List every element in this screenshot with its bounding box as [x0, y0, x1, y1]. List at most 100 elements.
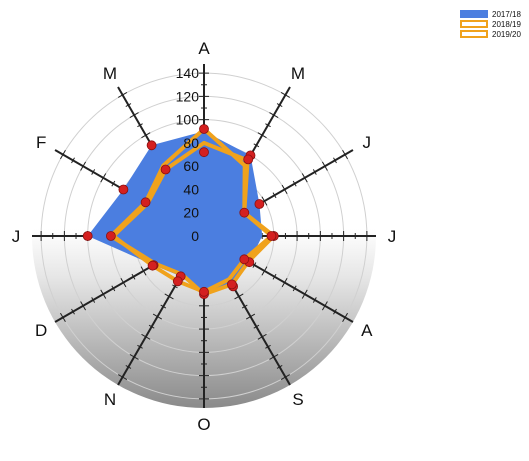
spoke-tick — [71, 157, 75, 164]
spoke-tick — [261, 266, 268, 276]
spoke-tick — [269, 353, 279, 360]
axis-label: A — [198, 39, 210, 58]
data-marker — [199, 147, 209, 158]
spoke-tick — [269, 112, 279, 119]
spoke-tick — [117, 374, 128, 380]
data-marker — [199, 286, 209, 297]
axis-label: N — [104, 390, 116, 409]
spoke-tick — [125, 365, 132, 369]
tick-label: 20 — [183, 205, 199, 221]
spoke-tick — [321, 161, 328, 171]
legend-swatch — [460, 10, 488, 18]
tick-label: 120 — [176, 88, 200, 104]
spoke-tick — [172, 284, 178, 289]
spoke-tick — [321, 301, 328, 311]
axis-label: F — [36, 133, 46, 152]
spoke-tick — [280, 92, 291, 98]
spoke-tick — [265, 123, 271, 128]
data-marker — [118, 184, 129, 195]
legend-label: 2019/20 — [492, 30, 521, 39]
spoke-tick — [292, 180, 297, 187]
spoke-tick — [148, 324, 155, 329]
spoke-tick — [257, 333, 267, 340]
spoke-tick — [80, 301, 87, 311]
spoke-tick — [272, 273, 277, 280]
legend-swatch — [460, 30, 488, 38]
axis-label: J — [388, 227, 397, 246]
spoke-tick — [129, 112, 139, 119]
spoke-tick — [120, 277, 127, 288]
spoke-tick — [160, 304, 167, 309]
spoke-tick — [333, 308, 337, 315]
data-marker — [82, 231, 93, 241]
spoke-tick — [312, 297, 317, 303]
data-marker — [254, 199, 265, 209]
data-marker — [199, 124, 209, 134]
spoke-tick — [281, 277, 288, 288]
spoke-tick — [253, 143, 260, 148]
spoke-tick — [125, 103, 132, 107]
tick-label: 60 — [183, 158, 199, 174]
data-marker — [106, 231, 116, 241]
spoke-tick — [152, 313, 163, 320]
axis-label: J — [363, 133, 372, 152]
spoke-tick — [276, 103, 283, 107]
series-area — [87, 131, 263, 295]
spoke-tick — [312, 169, 317, 175]
axis-label: A — [361, 321, 373, 340]
tick-label: 80 — [183, 135, 199, 151]
spoke-tick — [281, 184, 288, 195]
axis-label: J — [12, 227, 21, 246]
spoke-tick — [253, 324, 260, 329]
axis-label: S — [292, 390, 303, 409]
data-marker — [160, 164, 171, 175]
spoke-tick — [131, 273, 136, 280]
spoke-tick — [60, 312, 66, 323]
spoke-tick — [137, 123, 143, 128]
spoke-tick — [245, 313, 256, 320]
spoke-tick — [129, 353, 139, 360]
tick-label: 140 — [176, 65, 200, 81]
data-marker — [239, 254, 250, 265]
legend-label: 2017/18 — [492, 10, 521, 19]
spoke-tick — [280, 374, 291, 380]
spoke-tick — [60, 149, 66, 160]
spoke-tick — [140, 266, 147, 276]
spoke-tick — [91, 297, 96, 303]
data-marker — [266, 231, 277, 241]
spoke-tick — [80, 161, 87, 171]
axis-label: M — [291, 64, 305, 83]
spoke-tick — [292, 285, 297, 292]
spoke-tick — [111, 180, 116, 187]
data-marker — [146, 140, 157, 151]
data-marker — [172, 276, 183, 287]
spoke-tick — [276, 365, 283, 369]
spoke-tick — [272, 192, 277, 199]
spoke-tick — [111, 285, 116, 292]
data-marker — [226, 279, 237, 290]
spoke-tick — [342, 149, 348, 160]
axis-label: O — [197, 415, 210, 434]
month-labels: A M J J A S O N D J F M — [12, 39, 397, 434]
spoke-tick — [261, 196, 268, 206]
tick-label: 0 — [191, 228, 199, 244]
spoke-tick — [100, 289, 107, 299]
spoke-tick — [301, 289, 308, 299]
spoke-tick — [241, 304, 248, 309]
spoke-tick — [91, 169, 96, 175]
spoke-tick — [301, 173, 308, 183]
spoke-tick — [141, 132, 151, 139]
marker-group — [82, 124, 279, 300]
spoke-tick — [164, 293, 174, 300]
data-marker — [140, 197, 151, 208]
axis-label: M — [103, 64, 117, 83]
spoke-tick — [117, 92, 128, 98]
spoke-tick — [257, 132, 267, 139]
legend-swatch — [460, 20, 488, 28]
radial-tick-labels: 0 20 40 60 80 100 120 140 — [176, 65, 200, 244]
data-marker — [239, 207, 250, 218]
spoke-tick — [265, 344, 271, 349]
data-marker — [147, 260, 158, 271]
